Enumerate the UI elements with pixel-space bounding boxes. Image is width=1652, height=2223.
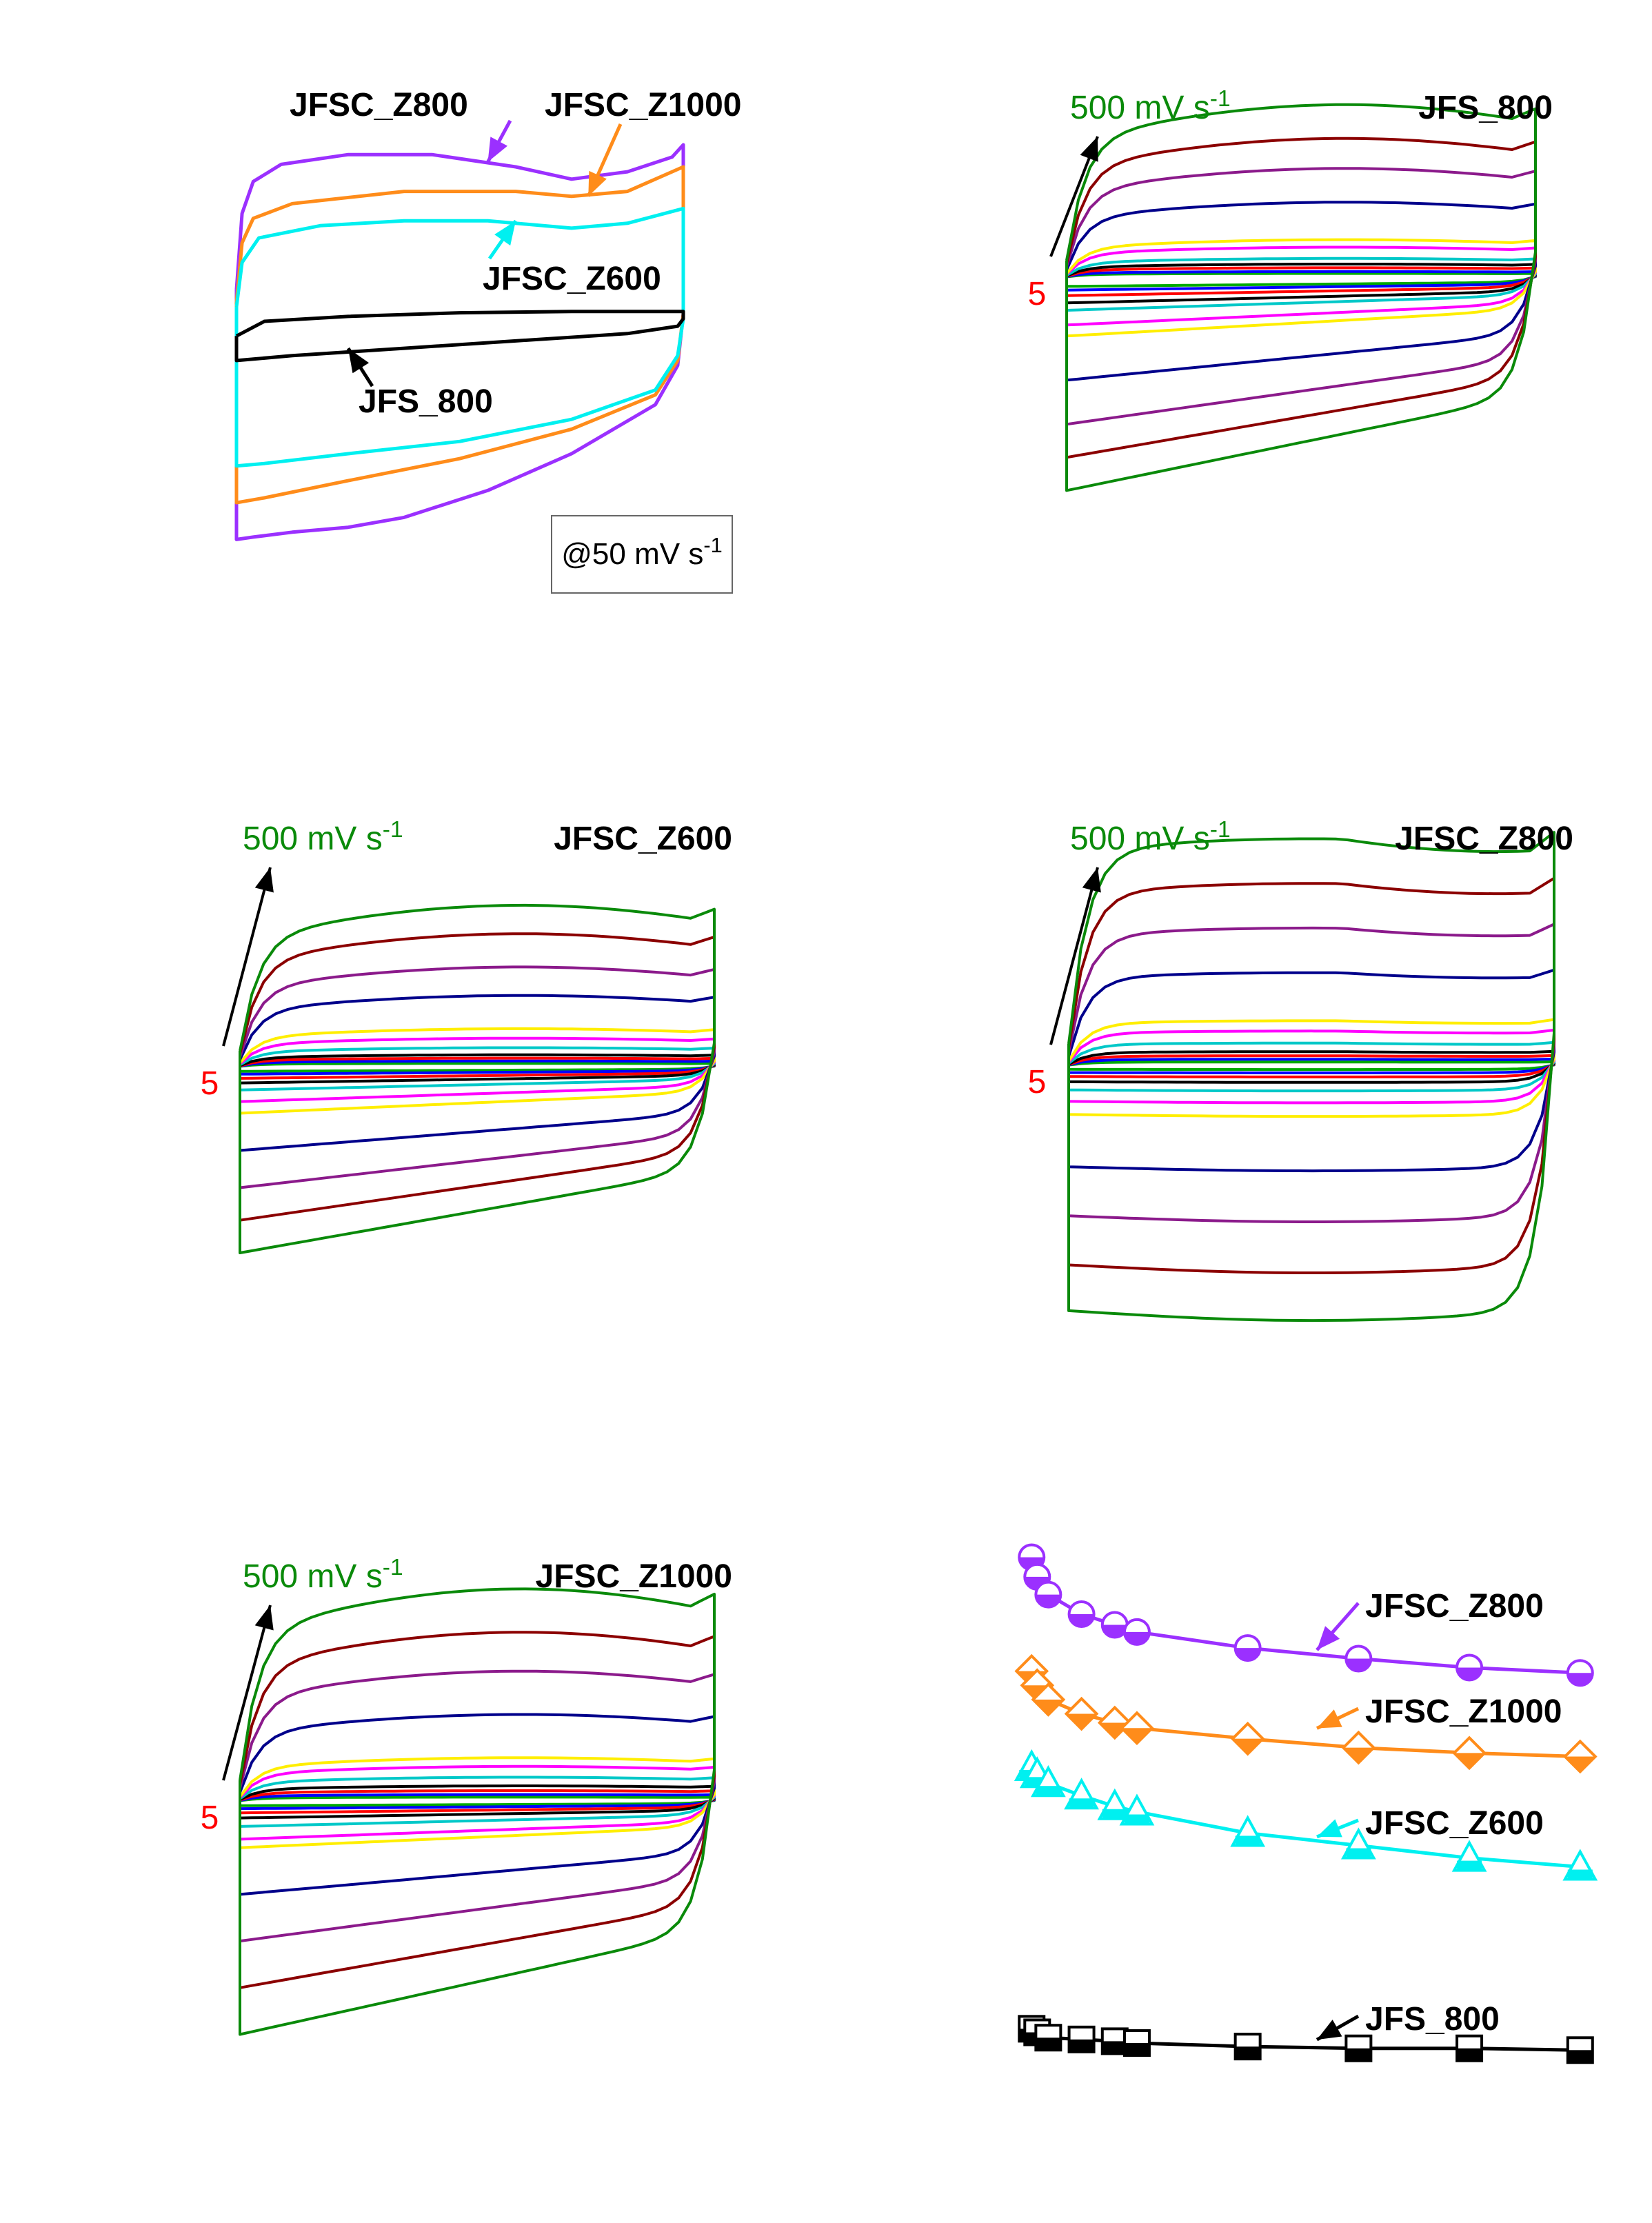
arrow-head: [1317, 2020, 1342, 2040]
arrow-head: [1082, 867, 1101, 893]
marker-fill: [1346, 1658, 1371, 1671]
arrow-head: [1080, 137, 1098, 162]
marker-fill: [1066, 1713, 1097, 1729]
marker-fill: [1124, 1814, 1149, 1824]
panel-d: JFSC_Z800 500 mV s-1 5: [1028, 817, 1573, 1322]
cv-curve: [239, 1027, 716, 1115]
cv-curve-JFSC_Z600: [234, 206, 685, 468]
marker-fill: [1567, 1869, 1593, 1880]
marker-fill: [1567, 2050, 1593, 2063]
cv-curve: [239, 903, 716, 1254]
panel-title: JFS_800: [1418, 90, 1553, 126]
annotation-label: JFSC_Z600: [483, 261, 661, 297]
arrow-head: [588, 170, 607, 197]
marker-fill: [1121, 1728, 1152, 1744]
scan-rate-low: 5: [201, 1065, 219, 1102]
arrow-head: [1317, 1819, 1342, 1838]
scan-rate-arrow: [1049, 867, 1099, 1045]
panel-title: JFSC_Z600: [554, 821, 732, 857]
cv-curve: [1065, 238, 1537, 338]
marker-fill: [1235, 2046, 1260, 2060]
panel-b: JFS_800 500 mV s-1 5: [1028, 86, 1553, 492]
marker-fill: [1069, 2039, 1094, 2052]
marker-fill: [1343, 1747, 1374, 1763]
arrow-head: [1317, 1626, 1340, 1650]
inset-text: @50 mV s-1: [561, 533, 722, 572]
marker-fill: [1102, 1809, 1127, 1819]
marker-fill: [1036, 2038, 1061, 2051]
annotation-label: JFSC_Z600: [1365, 1805, 1544, 1842]
marker-fill: [1124, 2042, 1149, 2055]
marker-fill: [1033, 1699, 1064, 1715]
marker-fill: [1069, 1614, 1094, 1627]
marker-fill: [1235, 1648, 1260, 1661]
scan-rate-high: 500 mV s-1: [1070, 86, 1231, 127]
inset-box: [551, 515, 733, 594]
panel-c: JFSC_Z600 500 mV s-1 5: [201, 817, 732, 1254]
marker-fill: [1346, 2048, 1371, 2061]
marker-fill: [1457, 2048, 1482, 2061]
marker-fill: [1102, 2041, 1127, 2054]
annotation-label: JFSC_Z1000: [545, 87, 742, 123]
scan-rate-high: 500 mV s-1: [243, 1555, 403, 1596]
cv-curve: [1065, 103, 1537, 492]
arrow-head: [348, 348, 370, 374]
cv-curve: [1067, 831, 1555, 1322]
scan-rate-low: 5: [201, 1800, 219, 1836]
scan-rate-high: 500 mV s-1: [243, 817, 403, 858]
cv-curve: [239, 1756, 716, 1849]
marker-fill: [1235, 1835, 1260, 1846]
annotation-label: JFS_800: [359, 383, 493, 420]
panel-f: JFSC_Z800 JFSC_Z1000 JFSC_Z600 JFS_800: [1014, 1543, 1598, 2064]
marker-fill: [1124, 1631, 1149, 1644]
arrow-head: [1317, 1709, 1342, 1729]
panel-title: JFSC_Z1000: [536, 1558, 733, 1595]
marker-fill: [1457, 1667, 1482, 1680]
marker-fill: [1069, 1798, 1094, 1809]
cv-curve-JFS_800: [234, 310, 685, 363]
marker-fill: [1102, 1625, 1127, 1638]
arrow-head: [254, 867, 274, 893]
marker-fill: [1036, 1786, 1061, 1796]
annotation-label: JFSC_Z800: [1365, 1588, 1544, 1625]
marker-fill: [1454, 1753, 1485, 1769]
marker-fill: [1232, 1738, 1263, 1754]
marker-fill: [1564, 1756, 1595, 1772]
scan-rate-low: 5: [1028, 276, 1047, 312]
cv-curve: [239, 1587, 716, 2036]
marker-fill: [1567, 1673, 1593, 1686]
marker-fill: [1457, 1860, 1482, 1871]
panel-title: JFSC_Z800: [1395, 821, 1573, 857]
marker-fill: [1346, 1848, 1371, 1858]
annotation-label: JFS_800: [1365, 2001, 1500, 2038]
scan-rate-arrow: [222, 1605, 272, 1781]
scan-rate-high: 500 mV s-1: [1070, 817, 1231, 858]
panel-e: JFSC_Z1000 500 mV s-1 5: [201, 1555, 733, 2036]
marker-fill: [1036, 1594, 1061, 1607]
arrow-head: [494, 221, 516, 246]
panel-a: JFSC_Z800 JFSC_Z1000 JFSC_Z600 JFS_800 @50 m…: [234, 87, 742, 594]
cv-curve: [1067, 1060, 1555, 1072]
scan-rate-low: 5: [1028, 1064, 1047, 1100]
scan-rate-arrow: [222, 867, 272, 1047]
arrow-head: [254, 1605, 274, 1631]
annotation-label: JFSC_Z1000: [1365, 1693, 1562, 1730]
annotation-label: JFSC_Z800: [290, 87, 468, 123]
arrow-head: [487, 137, 508, 162]
